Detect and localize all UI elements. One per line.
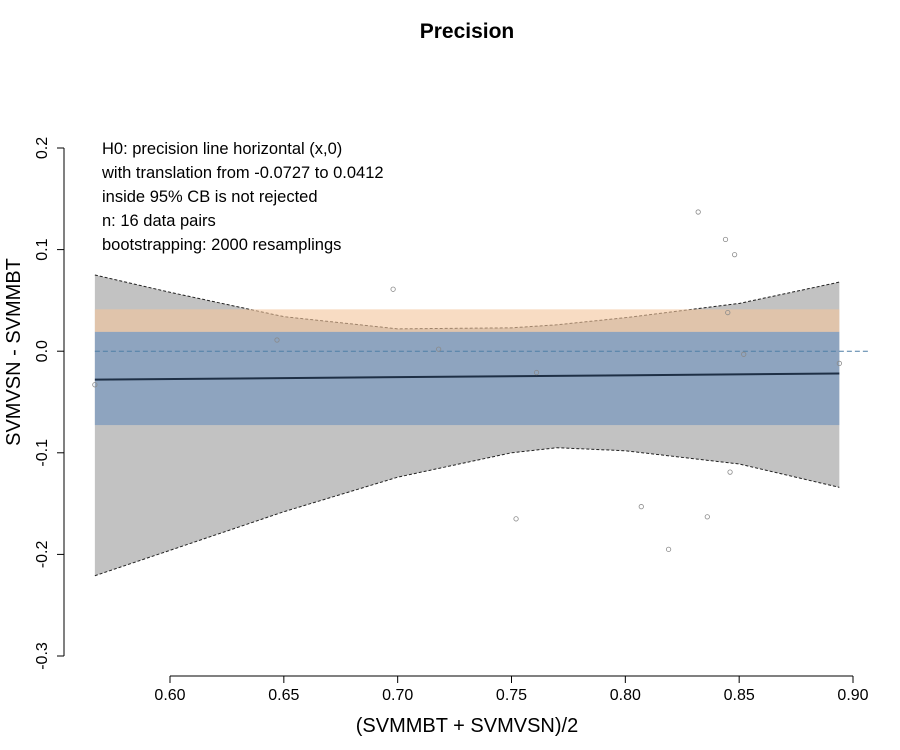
x-tick-label: 0.65 [268, 687, 299, 704]
data-point [533, 369, 540, 376]
data-point [727, 469, 733, 475]
data-point [92, 382, 98, 388]
regression-line [94, 372, 840, 381]
y-tick-label: -0.3 [34, 642, 51, 670]
points-layer [92, 209, 842, 552]
annotation-line: with translation from -0.0727 to 0.0412 [101, 164, 384, 182]
data-point [704, 514, 710, 520]
data-point [732, 252, 738, 258]
annotation-line: bootstrapping: 2000 resamplings [102, 236, 341, 254]
translation-band-upper [94, 309, 840, 332]
data-point [390, 286, 396, 292]
y-tick-label: -0.2 [34, 541, 51, 569]
data-point [741, 351, 747, 357]
y-axis-label: SVMVSN - SVMMBT [3, 258, 25, 446]
translation-band-layer [94, 309, 840, 426]
axes-layer: 0.60 0.65 0.70 0.75 0.80 0.85 0.90 -0.3 -0.2 -0.1… [34, 137, 869, 704]
x-tick-label: 0.70 [382, 687, 413, 704]
data-point [638, 504, 644, 510]
confidence-band-lower-edge [94, 447, 840, 577]
x-tick-label: 0.90 [837, 687, 868, 704]
y-tick-label: 0.2 [34, 137, 51, 159]
lines-layer [94, 350, 869, 381]
x-tick-label: 0.85 [724, 687, 755, 704]
data-point [665, 546, 672, 552]
annotation-block: H0: precision line horizontal (x,0) with… [101, 140, 384, 254]
y-tick-label: -0.1 [34, 439, 51, 467]
data-point [695, 209, 701, 215]
y-tick-label: 0.1 [34, 238, 51, 260]
annotation-line: H0: precision line horizontal (x,0) [102, 140, 342, 158]
data-point [513, 516, 519, 522]
data-point [836, 360, 842, 366]
chart-title: Precision [420, 20, 515, 43]
data-point [436, 346, 442, 352]
data-point [725, 309, 731, 316]
annotation-line: n: 16 data pairs [102, 212, 216, 230]
x-tick-label: 0.80 [610, 687, 641, 704]
data-point [274, 337, 280, 343]
data-point [722, 236, 729, 243]
x-tick-label: 0.75 [496, 687, 527, 704]
x-axis-label: (SVMMBT + SVMVSN)/2 [356, 715, 578, 737]
y-tick-label: 0.0 [34, 340, 51, 362]
x-tick-label: 0.60 [154, 687, 185, 704]
annotation-line: inside 95% CB is not rejected [102, 188, 318, 206]
